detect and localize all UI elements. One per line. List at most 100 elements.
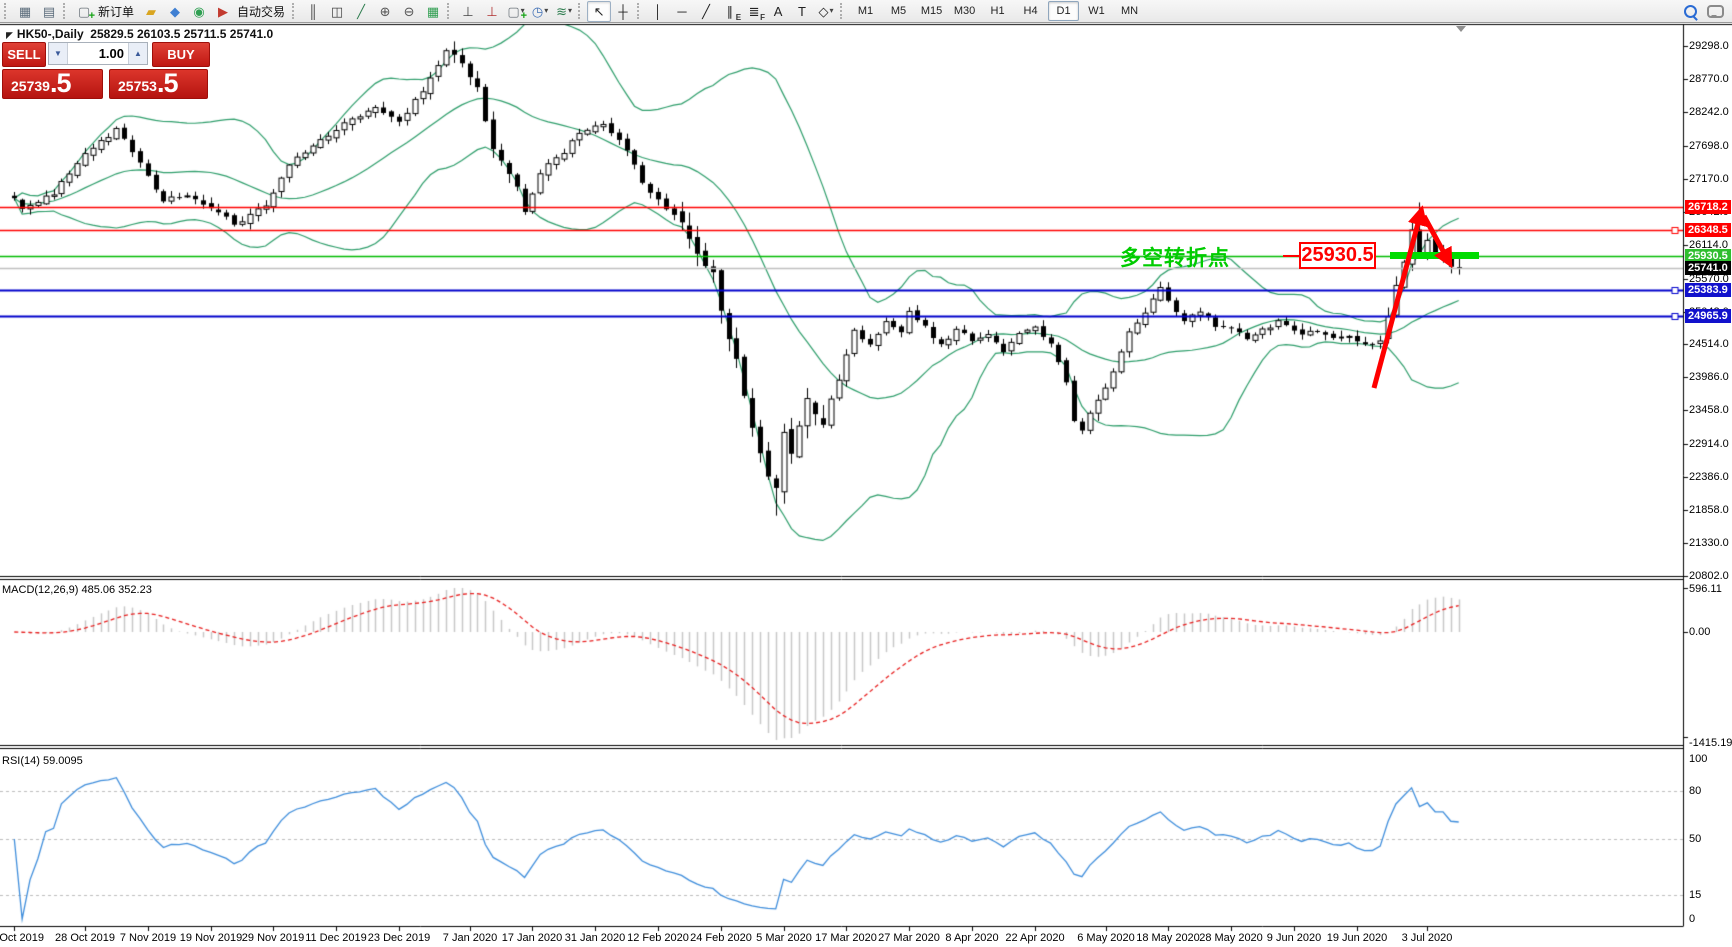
periods-dropdown[interactable]: ◷ ▾: [531, 3, 549, 19]
tile-windows-icon[interactable]: ▦: [426, 3, 440, 19]
price-line-label[interactable]: 26348.5: [1685, 222, 1731, 237]
chart-ohlc-values: 25829.5 26103.5 25711.5 25741.0: [90, 27, 274, 41]
price-line-label[interactable]: 25741.0: [1685, 260, 1731, 275]
toolbar-grip: [578, 3, 583, 19]
signals-icon[interactable]: ◉: [193, 3, 205, 19]
macd-scale-max: 596.11: [1689, 583, 1722, 595]
new-order-icon[interactable]: ▢ +: [77, 3, 95, 22]
timeframe-mn-button[interactable]: MN: [1120, 5, 1139, 17]
timeframe-m5-button[interactable]: M5: [890, 5, 907, 17]
crosshair-icon[interactable]: ┼: [618, 3, 628, 19]
timeframe-h4-button[interactable]: H4: [1023, 5, 1038, 17]
buy-button[interactable]: BUY: [152, 42, 210, 67]
horizontal-line-icon[interactable]: ─: [677, 3, 687, 19]
chart-title: ◤ HK50-,Daily 25829.5 26103.5 25711.5 257…: [6, 27, 273, 41]
toolbar-grip: [637, 3, 642, 19]
volume-stepper: ▼ 1.00 ▲: [48, 42, 148, 65]
price-line-label[interactable]: 25930.5: [1685, 249, 1731, 264]
rsi-scale-label: 15: [1689, 889, 1702, 901]
volume-increase-button[interactable]: ▲: [129, 43, 147, 64]
date-tick-label: 17 Mar 2020: [815, 932, 877, 944]
new-chart-icon[interactable]: ▦: [18, 3, 32, 19]
date-tick-label: 15 Oct 2019: [0, 932, 44, 944]
timeframe-m1-button[interactable]: M1: [857, 5, 874, 17]
fibonacci-icon[interactable]: ≣ F: [748, 3, 766, 22]
date-tick-label: 11 Dec 2019: [305, 932, 367, 944]
autotrading-icon-label: 自动交易: [237, 4, 286, 19]
price-tick: 23986.0: [1689, 371, 1729, 384]
price-tick: 29298.0: [1689, 40, 1729, 52]
candlestick-chart-icon[interactable]: ◫: [330, 3, 344, 19]
sell-button[interactable]: SELL: [2, 42, 46, 67]
add-indicator-dropdown[interactable]: ▢ + ▾: [507, 3, 528, 22]
date-tick-label: 19 Nov 2019: [179, 932, 243, 944]
volume-value[interactable]: 1.00: [67, 43, 129, 64]
label-icon[interactable]: T: [798, 3, 806, 19]
text-icon[interactable]: A: [773, 3, 783, 19]
timeframe-m30-button[interactable]: M30: [953, 5, 976, 17]
date-tick-label: 18 May 2020: [1136, 932, 1200, 944]
timeframe-w1-button[interactable]: W1: [1088, 5, 1105, 17]
price-line-label[interactable]: 26718.2: [1685, 199, 1731, 214]
line-chart-icon[interactable]: ╱: [357, 3, 365, 19]
chart-shift-marker-icon[interactable]: [1456, 26, 1466, 32]
chat-icon[interactable]: [1707, 4, 1724, 18]
date-tick-label: 3 Jul 2020: [1401, 932, 1453, 944]
buy-price[interactable]: 25753.5: [109, 69, 208, 99]
rewards-icon[interactable]: ▰: [146, 3, 157, 19]
toolbar-grip: [447, 3, 452, 19]
date-tick-label: 7 Nov 2019: [119, 932, 177, 944]
turning-point-label[interactable]: 多空转折点: [1120, 247, 1230, 270]
price-tick: 22386.0: [1689, 471, 1729, 484]
autotrading-icon[interactable]: ▶: [218, 3, 229, 19]
timeframe-d1-button[interactable]: D1: [1048, 1, 1080, 21]
price-line-label[interactable]: 24965.9: [1685, 309, 1731, 324]
date-tick-label: 5 Mar 2020: [756, 932, 812, 944]
bar-chart-icon[interactable]: ║: [308, 3, 318, 19]
new-order-icon-label: 新订单: [98, 4, 135, 19]
sell-price[interactable]: 25739.5: [2, 69, 103, 99]
price-line-label[interactable]: 25383.9: [1685, 283, 1731, 298]
cursor-icon[interactable]: ↖: [587, 0, 612, 22]
price-tick: 28242.0: [1689, 105, 1729, 118]
toolbar-grip: [63, 3, 68, 19]
one-click-trading-panel: SELL ▼ 1.00 ▲ BUY 25739.5 25753.5: [2, 42, 210, 99]
zoom-in-icon[interactable]: ⊕: [379, 3, 391, 19]
annotation-dash: [1283, 255, 1299, 257]
date-tick-label: 23 Dec 2019: [367, 932, 431, 944]
templates-dropdown[interactable]: ≋ ▾: [556, 3, 572, 19]
search-icon[interactable]: [1684, 4, 1697, 18]
timeframe-m15-button[interactable]: M15: [920, 5, 943, 17]
toolbar: ▦ ▤ ▢ + 新订单 ▰ ◆ ◉ ▶ 自动交易 ║ ◫ ╱ ⊕ ⊖ ▦ ⊥ ⊥ ▢ + ▾ ◷ ▾ ≋ ▾ ↖ ┼ │ ─ ╱ ∥ E ≣ F A…: [0, 0, 1732, 23]
zoom-out-icon[interactable]: ⊖: [403, 3, 415, 19]
trend-arrow-down[interactable]: [1421, 214, 1453, 269]
date-tick-label: 29 Nov 2019: [241, 932, 305, 944]
date-tick-label: 27 Mar 2020: [878, 932, 940, 944]
toolbar-grip: [4, 3, 9, 19]
shapes-dropdown[interactable]: ◇ ▾: [818, 3, 834, 19]
price-tick: 27170.0: [1689, 172, 1729, 185]
chart-marker-icon: ◤: [6, 30, 13, 40]
date-tick-label: 8 Apr 2020: [945, 932, 999, 944]
vertical-line-icon[interactable]: │: [653, 3, 663, 19]
trendline-icon[interactable]: ╱: [702, 3, 710, 19]
profiles-icon[interactable]: ▤: [42, 3, 56, 19]
date-tick-label: 7 Jan 2020: [442, 932, 498, 944]
date-tick-label: 19 Jun 2020: [1326, 932, 1388, 944]
date-tick-label: 6 May 2020: [1077, 932, 1135, 944]
rsi-scale-label: 80: [1689, 785, 1702, 797]
price-tick: 21858.0: [1689, 504, 1729, 517]
date-tick-label: 28 May 2020: [1199, 932, 1263, 944]
date-tick-label: 17 Jan 2020: [501, 932, 563, 944]
channel-icon[interactable]: ∥ E: [726, 3, 742, 22]
price-annotation-box[interactable]: 25930.5: [1299, 242, 1376, 269]
price-tick: 23458.0: [1689, 404, 1729, 417]
indicator-windows-icon[interactable]: ⊥: [486, 3, 498, 19]
trend-arrow-up[interactable]: [1371, 205, 1428, 389]
indicators-icon[interactable]: ⊥: [462, 3, 474, 19]
trend-arrows[interactable]: [1356, 190, 1466, 400]
mql5-community-icon[interactable]: ◆: [170, 3, 181, 19]
timeframe-h1-button[interactable]: H1: [990, 5, 1005, 17]
volume-decrease-button[interactable]: ▼: [49, 43, 67, 64]
